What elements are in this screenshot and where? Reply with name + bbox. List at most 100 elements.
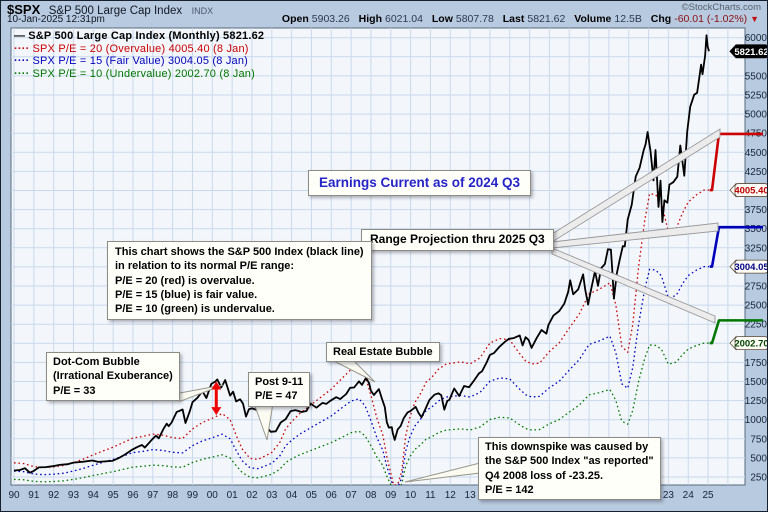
svg-text:95: 95 bbox=[108, 490, 120, 501]
title-row: $SPX S&P 500 Large Cap Index INDX bbox=[7, 1, 213, 19]
legend-label: SPX P/E = 10 (Undervalue) 2002.70 (8 Jan… bbox=[32, 67, 255, 80]
high-label: High bbox=[358, 13, 382, 25]
legend-item-pe15: ···· SPX P/E = 15 (Fair Value) 3004.05 (8… bbox=[14, 55, 264, 68]
svg-text:1250: 1250 bbox=[745, 396, 768, 407]
svg-text:25: 25 bbox=[702, 490, 714, 501]
svg-text:4500: 4500 bbox=[745, 148, 768, 159]
svg-text:250: 250 bbox=[750, 473, 767, 484]
legend-item-pe10: ···· SPX P/E = 10 (Undervalue) 2002.70 (8… bbox=[14, 68, 264, 81]
chg-down-triangle-icon[interactable]: ▼ bbox=[750, 14, 759, 24]
volume-label: Volume bbox=[574, 13, 612, 25]
legend-item-pe20: ···· SPX P/E = 20 (Overvalue) 4005.40 (8 … bbox=[14, 43, 264, 56]
line-swatch: ···· bbox=[14, 67, 30, 80]
svg-text:2250: 2250 bbox=[745, 320, 768, 331]
last-value: 5821.62 bbox=[527, 13, 566, 25]
chg-value: -60.01 (-1.02%) bbox=[674, 13, 748, 25]
axis-price-bubbles: 5821.62 4005.40 3004.05 2002.70 bbox=[729, 43, 768, 351]
chg-label: Chg bbox=[650, 13, 672, 25]
svg-text:03: 03 bbox=[266, 490, 278, 501]
svg-text:99: 99 bbox=[187, 490, 199, 501]
copyright-label: ©StockCharts.com bbox=[681, 2, 761, 13]
svg-text:93: 93 bbox=[68, 490, 80, 501]
svg-text:1000: 1000 bbox=[745, 415, 768, 426]
downspike-annotation: This downspike was caused by the S&P 500… bbox=[478, 437, 661, 501]
high-value: 6021.04 bbox=[384, 13, 423, 25]
overvalue-arrow bbox=[211, 381, 222, 416]
svg-text:4250: 4250 bbox=[745, 167, 768, 178]
earnings-current-annotation: Earnings Current as of 2024 Q3 bbox=[308, 170, 532, 196]
quote-strip: Open 5903.26 High 6021.04 Low 5807.78 Last 5… bbox=[276, 13, 759, 25]
svg-text:91: 91 bbox=[28, 490, 40, 501]
pe-explanation-annotation: This chart shows the S&P 500 Index (blac… bbox=[107, 241, 372, 321]
svg-text:09: 09 bbox=[385, 490, 397, 501]
svg-text:08: 08 bbox=[365, 490, 377, 501]
svg-text:02: 02 bbox=[246, 490, 258, 501]
svg-text:06: 06 bbox=[326, 490, 338, 501]
exchange-tag: INDX bbox=[191, 6, 214, 16]
open-value: 5903.26 bbox=[311, 13, 350, 25]
open-label: Open bbox=[281, 13, 309, 25]
svg-text:92: 92 bbox=[48, 490, 60, 501]
low-value: 5807.78 bbox=[455, 13, 494, 25]
svg-text:5250: 5250 bbox=[745, 91, 768, 102]
svg-text:10: 10 bbox=[405, 490, 417, 501]
projection-line-1 bbox=[709, 132, 763, 192]
legend-label: SPX P/E = 20 (Overvalue) 4005.40 (8 Jan) bbox=[32, 42, 249, 55]
svg-text:2750: 2750 bbox=[745, 282, 768, 293]
range-projection-callout-beams bbox=[551, 128, 721, 324]
svg-text:90: 90 bbox=[8, 490, 20, 501]
projection-line-3 bbox=[709, 319, 763, 345]
svg-text:00: 00 bbox=[207, 490, 219, 501]
legend-label: S&P 500 Large Cap Index (Monthly) 5821.6… bbox=[28, 30, 265, 42]
svg-text:12: 12 bbox=[445, 490, 457, 501]
pe-band-10 bbox=[13, 342, 709, 485]
real-estate-bubble-annotation: Real Estate Bubble bbox=[326, 342, 440, 363]
range-projection-annotation: Range Projection thru 2025 Q3 bbox=[361, 229, 554, 251]
svg-text:05: 05 bbox=[306, 490, 318, 501]
svg-text:98: 98 bbox=[167, 490, 179, 501]
projection-line-2 bbox=[709, 225, 763, 268]
svg-text:2500: 2500 bbox=[745, 301, 768, 312]
svg-text:04: 04 bbox=[286, 490, 298, 501]
svg-text:94: 94 bbox=[88, 490, 100, 501]
line-swatch: ···· bbox=[14, 55, 30, 67]
svg-text:96: 96 bbox=[127, 490, 139, 501]
dotcom-bubble-annotation: Dot-Com Bubble (Irrational Exuberance) P… bbox=[46, 352, 180, 401]
legend-item-spx: — S&P 500 Large Cap Index (Monthly) 5821.… bbox=[14, 30, 264, 43]
svg-text:5821.62: 5821.62 bbox=[734, 47, 768, 58]
legend-label: SPX P/E = 15 (Fair Value) 3004.05 (8 Jan… bbox=[32, 55, 249, 67]
series-legend: — S&P 500 Large Cap Index (Monthly) 5821.… bbox=[14, 30, 264, 80]
svg-text:6000: 6000 bbox=[745, 33, 768, 44]
chart-datetime: 10-Jan-2025 12:31pm bbox=[7, 14, 105, 25]
y-axis-labels: 250 500 750 1000 1250 1500 1750 2250 2500 2750 325… bbox=[745, 33, 768, 484]
svg-text:3750: 3750 bbox=[745, 205, 768, 216]
svg-text:97: 97 bbox=[147, 490, 159, 501]
svg-text:500: 500 bbox=[750, 453, 767, 464]
svg-text:2002.70: 2002.70 bbox=[734, 339, 768, 350]
svg-text:23: 23 bbox=[663, 490, 675, 501]
index-title: S&P 500 Large Cap Index bbox=[48, 5, 183, 17]
svg-text:1750: 1750 bbox=[745, 358, 768, 369]
pe-band-20 bbox=[13, 189, 710, 485]
svg-text:13: 13 bbox=[465, 490, 477, 501]
svg-text:1500: 1500 bbox=[745, 377, 768, 388]
svg-text:3500: 3500 bbox=[745, 224, 768, 235]
svg-text:07: 07 bbox=[346, 490, 358, 501]
ticker-symbol: $SPX bbox=[7, 2, 41, 17]
line-swatch: — bbox=[14, 30, 26, 42]
svg-text:24: 24 bbox=[683, 490, 695, 501]
last-label: Last bbox=[502, 13, 525, 25]
svg-text:11: 11 bbox=[425, 490, 436, 501]
svg-text:3250: 3250 bbox=[745, 243, 768, 254]
volume-value: 12.5B bbox=[614, 13, 642, 25]
spx-price-line bbox=[13, 34, 710, 474]
chart-header: $SPX S&P 500 Large Cap Index INDX ©Stock… bbox=[1, 1, 767, 28]
svg-text:5500: 5500 bbox=[745, 71, 768, 82]
post-911-annotation: Post 9-11 P/E = 47 bbox=[248, 372, 311, 407]
svg-text:5000: 5000 bbox=[745, 110, 768, 121]
svg-text:750: 750 bbox=[750, 434, 767, 445]
svg-text:01: 01 bbox=[227, 490, 239, 501]
line-swatch: ···· bbox=[14, 42, 30, 55]
svg-text:4005.40: 4005.40 bbox=[734, 186, 768, 197]
